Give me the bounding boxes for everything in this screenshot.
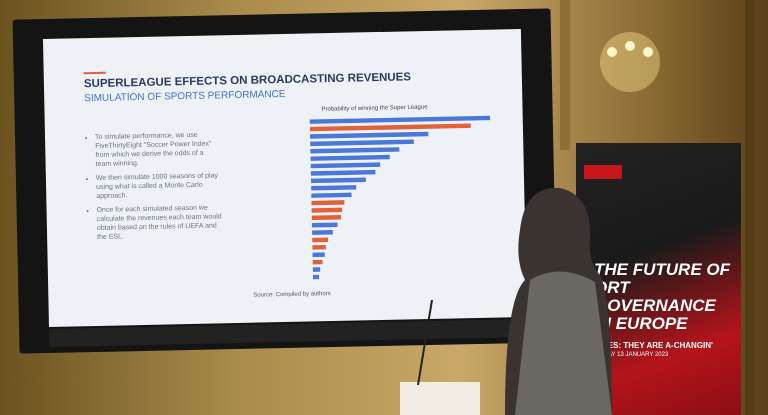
chart-title: Probability of winning the Super League: [321, 105, 428, 113]
slide: SUPERLEAGUE EFFECTS ON BROADCASTING REVE…: [42, 29, 527, 327]
bar: [310, 162, 381, 169]
bar: [310, 177, 366, 184]
bar: [309, 123, 471, 132]
bar: [311, 200, 345, 206]
bar: [312, 230, 333, 235]
banner-line: THE FUTURE OF: [594, 260, 730, 279]
bar: [311, 215, 342, 221]
bar: [311, 185, 357, 191]
chart: Probability of winning the Super League: [309, 105, 491, 280]
logo: [584, 165, 622, 179]
bar: [310, 139, 414, 147]
screen: SUPERLEAGUE EFFECTS ON BROADCASTING REVE…: [12, 8, 558, 354]
bar: [312, 237, 329, 243]
bar: [312, 267, 321, 272]
bar: [310, 147, 400, 154]
bar: [311, 207, 343, 213]
bar: [310, 169, 376, 176]
bar: [312, 274, 320, 280]
bar: [312, 244, 326, 250]
bar: [311, 222, 338, 228]
bar: [312, 252, 325, 258]
bar: [310, 154, 390, 161]
bar: [309, 115, 491, 124]
banner-date: FRIDAY 13 JANUARY 2023: [594, 352, 669, 358]
bar: [311, 192, 352, 198]
banner-subtitle: TIMES: THEY ARE A-CHANGIN': [594, 341, 713, 350]
bar: [312, 259, 323, 265]
bar: [310, 131, 429, 139]
banner-text: THE FUTURE OF ORT GOVERNANCE IN EUROPE TIME…: [576, 260, 741, 359]
banner-line: IN EUROPE: [594, 314, 688, 333]
